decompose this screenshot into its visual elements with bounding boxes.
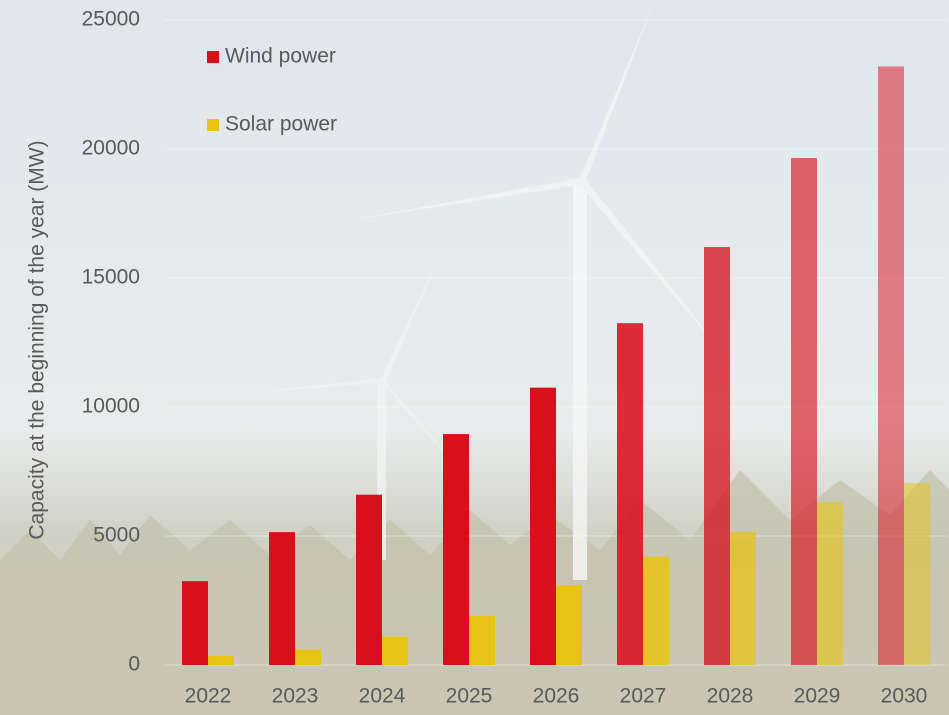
x-tick-label: 2026 <box>533 685 580 708</box>
y-tick-label: 0 <box>128 653 140 676</box>
x-tick-label: 2024 <box>359 685 406 708</box>
legend-label: Solar power <box>225 113 337 136</box>
bar <box>878 66 904 665</box>
bar <box>469 615 495 665</box>
x-tick-label: 2022 <box>185 685 232 708</box>
x-tick-label: 2030 <box>881 685 928 708</box>
bar <box>791 158 817 665</box>
x-tick-label: 2027 <box>620 685 667 708</box>
y-tick-label: 20000 <box>82 137 140 160</box>
bar <box>382 636 408 665</box>
x-tick-label: 2028 <box>707 685 754 708</box>
legend-swatch <box>207 119 219 131</box>
bar <box>556 585 582 665</box>
bar <box>356 494 382 665</box>
y-tick-label: 25000 <box>82 8 140 31</box>
y-tick-label: 5000 <box>93 524 140 547</box>
bar <box>704 247 730 666</box>
bar <box>730 532 756 665</box>
legend-label: Wind power <box>225 45 336 68</box>
bar <box>182 581 208 665</box>
bar <box>904 483 930 665</box>
legend-swatch <box>207 51 219 63</box>
bar <box>530 387 556 665</box>
x-tick-label: 2029 <box>794 685 841 708</box>
y-tick-label: 15000 <box>82 266 140 289</box>
bar <box>443 434 469 665</box>
bar <box>269 532 295 665</box>
y-tick-label: 10000 <box>82 395 140 418</box>
bar <box>295 649 321 665</box>
bar <box>208 655 234 665</box>
y-axis-title: Capacity at the beginning of the year (M… <box>26 140 49 539</box>
bar <box>643 556 669 665</box>
bar <box>617 323 643 665</box>
x-tick-label: 2023 <box>272 685 319 708</box>
x-tick-label: 2025 <box>446 685 493 708</box>
bar <box>817 502 843 665</box>
